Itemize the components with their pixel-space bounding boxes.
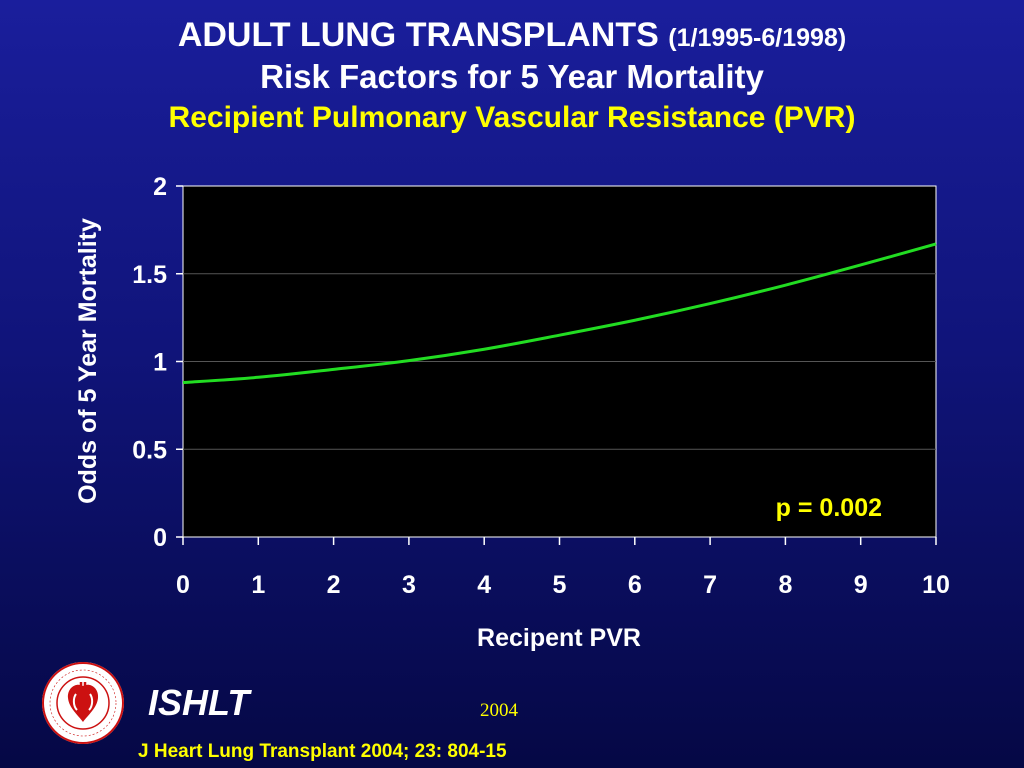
x-tick-label-7: 7 bbox=[703, 571, 717, 599]
title-main: ADULT LUNG TRANSPLANTS bbox=[177, 16, 659, 54]
org-name: ISHLT bbox=[148, 682, 250, 723]
gridlines bbox=[183, 273, 936, 450]
x-tick-label-8: 8 bbox=[778, 571, 792, 599]
y-tick-label-1: 0.5 bbox=[132, 436, 167, 464]
y-tick-label-3: 1.5 bbox=[132, 261, 167, 289]
x-tick-label-9: 9 bbox=[854, 571, 868, 599]
x-tick-label-4: 4 bbox=[477, 571, 491, 599]
y-tick-label-4: 2 bbox=[153, 173, 167, 201]
series-group bbox=[182, 242, 937, 385]
x-tick-label-5: 5 bbox=[553, 571, 567, 599]
subtitle: Recipient Pulmonary Vascular Resistance … bbox=[168, 101, 856, 134]
x-tick-label-3: 3 bbox=[402, 571, 416, 599]
y-tick-label-0: 0 bbox=[153, 524, 167, 552]
axes bbox=[176, 185, 937, 545]
x-tick-label-0: 0 bbox=[176, 571, 190, 599]
title-line2: Risk Factors for 5 Year Mortality bbox=[260, 58, 764, 95]
title-dates: (1/1995-6/1998) bbox=[668, 24, 847, 52]
x-tick-label-2: 2 bbox=[327, 571, 341, 599]
y-tick-label-2: 1 bbox=[153, 349, 167, 377]
page-title: ADULT LUNG TRANSPLANTS (1/1995-6/1998) bbox=[0, 14, 1024, 59]
tick-labels: 0 0.5 1 1.5 2 0 1 2 3 4 5 6 7 8 9 10 bbox=[132, 173, 950, 599]
ishlt-logo bbox=[42, 662, 124, 744]
x-tick-label-1: 1 bbox=[251, 571, 265, 599]
year-label: 2004 bbox=[480, 700, 518, 721]
x-tick-label-6: 6 bbox=[628, 571, 642, 599]
citation: J Heart Lung Transplant 2004; 23: 804-15 bbox=[138, 741, 507, 762]
x-tick-label-10: 10 bbox=[922, 571, 950, 599]
y-axis-label: Odds of 5 Year Mortality bbox=[74, 218, 102, 504]
p-value-annotation: p = 0.002 bbox=[776, 494, 882, 522]
series-line-0 bbox=[182, 242, 937, 385]
x-axis-label: Recipent PVR bbox=[477, 624, 641, 652]
